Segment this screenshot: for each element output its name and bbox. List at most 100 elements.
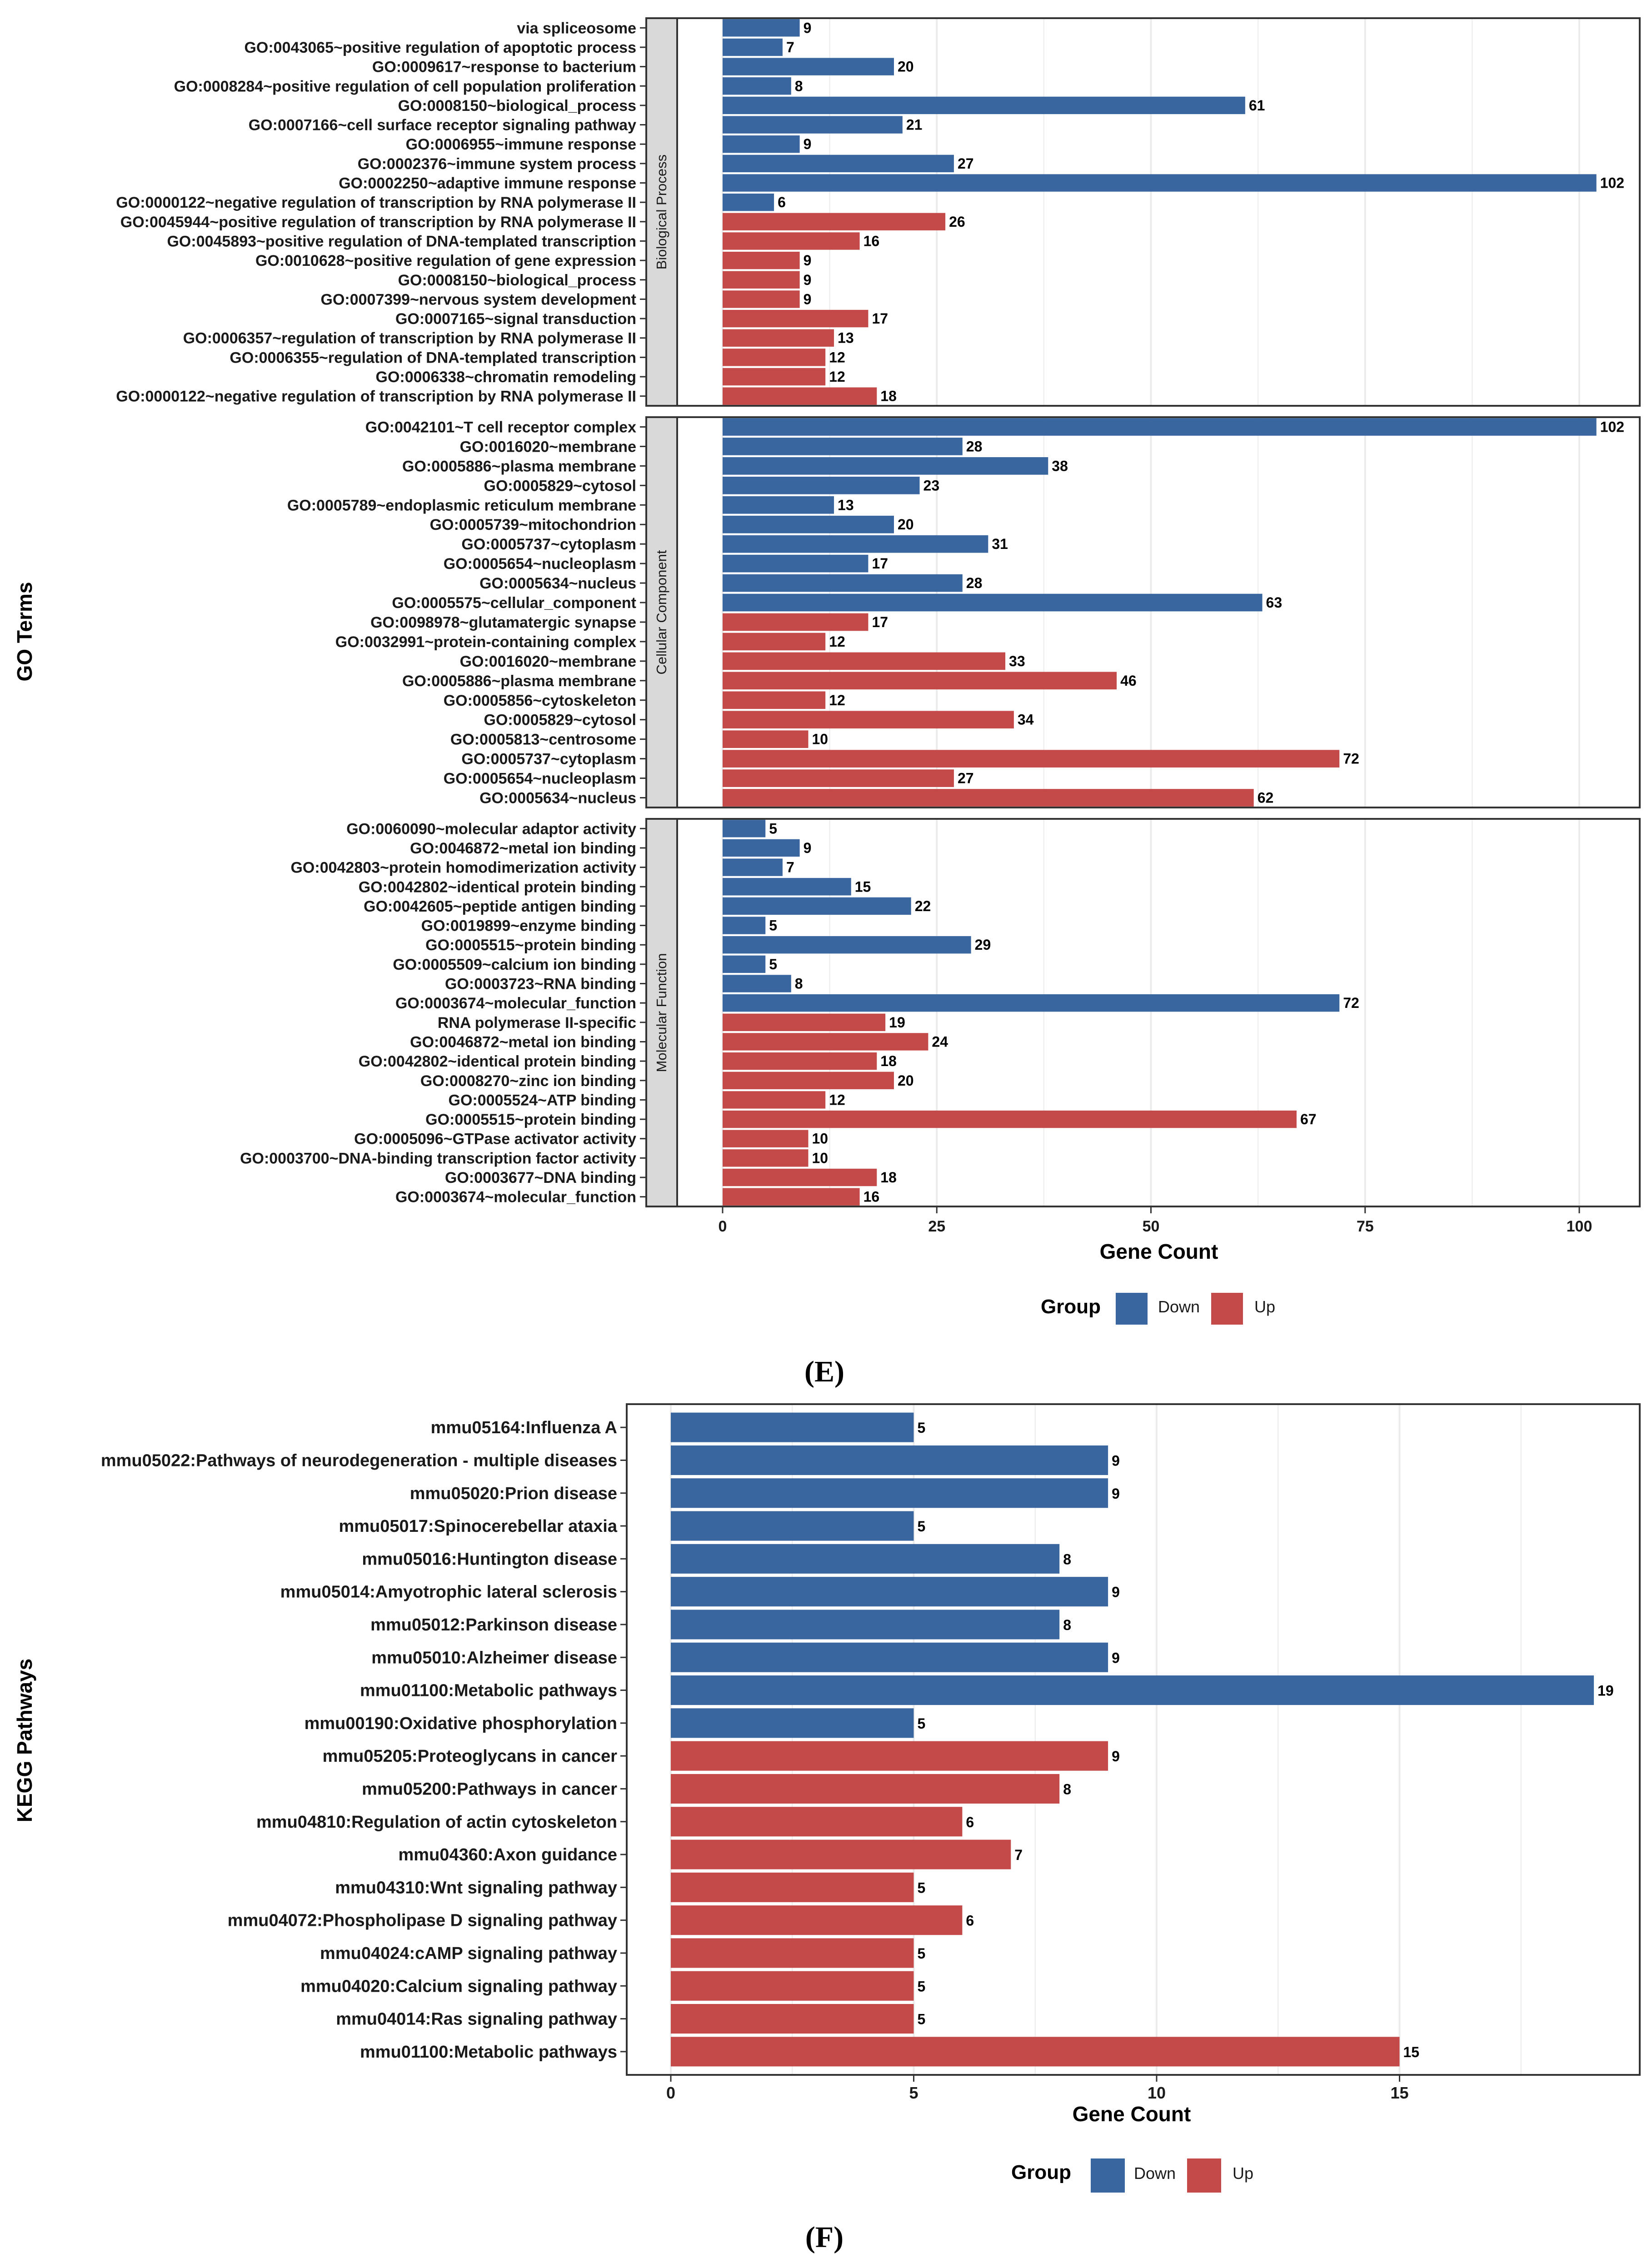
y-tick-label: mmu04014:Ras signaling pathway	[336, 2010, 617, 2029]
bar-down	[671, 1478, 1108, 1508]
bar-up	[723, 1130, 809, 1147]
bar-up	[723, 232, 860, 250]
bar-down	[723, 535, 988, 553]
x-tick-label: 0	[719, 1218, 727, 1235]
bar-value-label: 17	[872, 555, 888, 572]
y-tick-label: GO:0042802~identical protein binding	[359, 1053, 636, 1070]
bar-value-label: 5	[918, 1879, 926, 1896]
bar-up	[723, 329, 834, 347]
facet-strip	[645, 416, 678, 808]
bar-value-label: 72	[1343, 995, 1359, 1011]
bar-up	[723, 349, 826, 366]
y-tick-label: GO:0005515~protein binding	[425, 1111, 636, 1128]
bar-value-label: 5	[918, 1945, 926, 1962]
bar-value-label: 20	[898, 1072, 914, 1089]
y-tick-label: GO:0005654~nucleoplasm	[444, 555, 636, 573]
panel-label-e: (E)	[804, 1355, 844, 1388]
y-tick-label: mmu05205:Proteoglycans in cancer	[323, 1747, 618, 1766]
panel-border	[676, 17, 1641, 407]
y-tick-label: mmu05012:Parkinson disease	[370, 1615, 617, 1635]
y-tick-label: GO:0006357~regulation of transcription b…	[183, 330, 636, 347]
y-tick-label: mmu04072:Phospholipase D signaling pathw…	[228, 1911, 617, 1930]
bar-down	[723, 878, 851, 896]
bar-down	[723, 155, 954, 173]
bar-value-label: 7	[786, 859, 794, 876]
bar-down	[671, 1610, 1060, 1640]
bar-value-label: 102	[1600, 175, 1624, 191]
bar-value-label: 19	[1597, 1683, 1614, 1699]
bar-value-label: 9	[1112, 1650, 1120, 1666]
y-tick-label: mmu04310:Wnt signaling pathway	[335, 1878, 617, 1897]
bar-down	[671, 1675, 1594, 1705]
bar-value-label: 16	[863, 233, 880, 249]
bar-value-label: 23	[923, 477, 940, 493]
bar-value-label: 12	[829, 369, 845, 385]
bar-value-label: 9	[804, 20, 812, 36]
y-tick-label: GO:0005886~plasma membrane	[402, 673, 636, 690]
bar-value-label: 10	[812, 1150, 828, 1166]
bar-value-label: 8	[1063, 1781, 1071, 1797]
y-tick-label: mmu01100:Metabolic pathways	[360, 1681, 617, 1700]
bar-value-label: 9	[1112, 1748, 1120, 1765]
bar-up	[723, 769, 954, 787]
y-tick-label: GO:0007399~nervous system development	[321, 291, 637, 308]
bar-value-label: 9	[804, 272, 812, 288]
y-tick-label: mmu01100:Metabolic pathways	[360, 2043, 617, 2062]
bar-value-label: 8	[1063, 1617, 1071, 1633]
x-tick-label: 10	[1148, 2084, 1166, 2102]
legend-label-down: Down	[1158, 1297, 1200, 1316]
panel-background-1	[677, 417, 1640, 808]
facet-strip	[645, 818, 678, 1207]
y-tick-label: mmu04020:Calcium signaling pathway	[300, 1977, 617, 1996]
bar-down	[723, 515, 894, 533]
bar-up	[723, 1110, 1297, 1128]
bar-down	[723, 574, 963, 592]
bar-value-label: 7	[1014, 1847, 1023, 1863]
bar-value-label: 63	[1266, 594, 1283, 611]
bar-up	[723, 1052, 877, 1070]
y-axis-title: GO Terms	[13, 582, 36, 682]
bar-down	[723, 438, 963, 455]
bar-value-label: 12	[829, 692, 845, 708]
x-tick-label: 5	[909, 2084, 918, 2102]
y-tick-label: GO:0007165~signal transduction	[395, 310, 636, 328]
facet-strip-label: Molecular Function	[654, 953, 669, 1072]
bar-up	[723, 290, 800, 308]
y-tick-label: GO:0003677~DNA binding	[445, 1169, 636, 1186]
panel-border	[626, 1403, 1641, 2076]
bar-value-label: 9	[804, 291, 812, 307]
bar-value-label: 6	[966, 1814, 974, 1830]
bar-value-label: 18	[880, 1053, 897, 1069]
y-tick-label: GO:0005737~cytoplasm	[461, 536, 636, 553]
bar-value-label: 5	[918, 1518, 926, 1535]
bar-down	[671, 1445, 1108, 1475]
y-tick-label: mmu05020:Prion disease	[410, 1484, 617, 1503]
y-tick-label: GO:0042605~peptide antigen binding	[364, 898, 636, 915]
facet-strip-label: Cellular Component	[654, 550, 669, 674]
bar-value-label: 5	[918, 1420, 926, 1436]
bar-down	[723, 96, 1245, 115]
bar-value-label: 6	[778, 194, 786, 210]
bar-up	[723, 672, 1117, 690]
bar-up	[723, 251, 800, 269]
bar-up	[723, 1033, 928, 1051]
bar-value-label: 10	[812, 1131, 828, 1147]
y-tick-label: mmu05016:Huntington disease	[362, 1550, 617, 1569]
bar-down	[723, 994, 1340, 1012]
bar-down	[723, 917, 766, 934]
y-tick-label: mmu00190:Oxidative phosphorylation	[304, 1714, 617, 1733]
panel-background-0	[677, 18, 1640, 406]
legend-label-up: Up	[1233, 2164, 1253, 2183]
bar-down	[671, 1642, 1108, 1672]
legend-key-down	[1091, 2158, 1125, 2193]
bar-up	[671, 1971, 914, 2001]
y-tick-label: GO:0000122~negative regulation of transc…	[116, 388, 636, 405]
bar-up	[723, 652, 1006, 670]
y-tick-label: mmu04360:Axon guidance	[399, 1845, 617, 1864]
bar-down	[723, 174, 1597, 192]
bar-value-label: 27	[958, 770, 974, 787]
bar-up	[671, 1774, 1060, 1804]
bar-down	[723, 955, 766, 973]
bar-value-label: 12	[829, 633, 845, 650]
y-tick-label: GO:0003674~molecular_function	[395, 995, 636, 1012]
